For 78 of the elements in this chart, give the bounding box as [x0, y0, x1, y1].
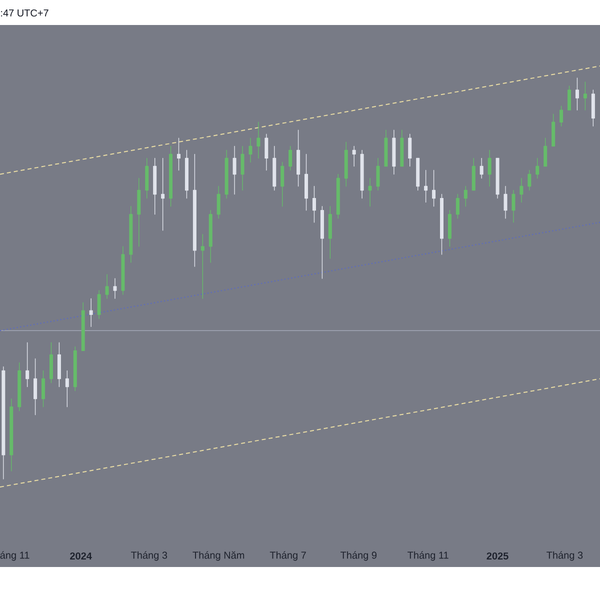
candlestick	[591, 90, 595, 126]
candlestick	[232, 146, 236, 195]
candlestick	[216, 186, 220, 219]
candlestick	[192, 154, 196, 267]
candlestick	[169, 146, 173, 207]
candlestick	[145, 158, 149, 199]
candlestick	[376, 158, 380, 191]
candlestick	[10, 398, 14, 472]
candlestick	[296, 130, 300, 187]
candlestick	[472, 158, 476, 191]
x-tick-label: Tháng 11	[408, 551, 448, 561]
x-tick-label: 2024	[70, 552, 92, 560]
chart-title: :47 UTC+7	[1, 9, 48, 17]
candlestick	[536, 158, 540, 179]
candlestick	[552, 114, 556, 147]
candlestick	[352, 146, 356, 167]
candlestick	[312, 186, 316, 223]
candlestick	[400, 130, 404, 167]
candlestick	[408, 134, 412, 167]
candlestick	[512, 190, 516, 223]
candlestick	[89, 298, 93, 327]
candlestick	[440, 194, 444, 255]
candlestick	[575, 78, 579, 110]
candlestick	[496, 158, 500, 199]
candlestick	[2, 366, 6, 480]
candlestick	[304, 154, 308, 211]
candlestick	[368, 178, 372, 207]
candlestick	[18, 362, 22, 412]
candlestick	[488, 150, 492, 187]
candlestick	[97, 290, 101, 319]
x-tick-label: Tháng 9	[340, 551, 377, 561]
candlestick	[129, 206, 133, 263]
candlestick	[544, 138, 548, 167]
candlestick	[448, 210, 452, 247]
x-tick-label: áng 11	[0, 551, 30, 561]
candlestick	[256, 122, 260, 159]
candlestick	[280, 162, 284, 207]
x-tick-label: Tháng 7	[270, 551, 306, 561]
candlestick	[113, 278, 117, 299]
candlestick	[34, 358, 38, 416]
candlestick	[73, 346, 77, 392]
candlestick	[264, 134, 268, 171]
candlestick	[328, 206, 332, 259]
candlestick	[248, 138, 252, 163]
candlestick	[416, 158, 420, 191]
candlestick	[208, 210, 212, 263]
candlestick	[288, 146, 292, 171]
x-tick-label: 2025	[486, 552, 508, 560]
candlestick	[568, 86, 572, 110]
candlestick	[121, 246, 125, 295]
x-tick-label: Tháng Năm	[192, 551, 244, 561]
candlestick	[224, 150, 228, 199]
candlestick	[272, 146, 276, 191]
candlestick	[153, 158, 157, 215]
candlestick	[81, 302, 85, 352]
candlestick	[560, 106, 564, 126]
candlestick	[504, 186, 508, 219]
candlestick	[480, 158, 484, 179]
candlestick	[384, 130, 388, 167]
candlestick	[583, 82, 587, 110]
candlestick	[520, 178, 524, 203]
candlestick	[57, 342, 61, 388]
candlestick	[344, 142, 348, 187]
candlestick	[240, 146, 244, 191]
candlestick	[392, 130, 396, 175]
candlestick	[320, 206, 324, 279]
candlestick	[49, 342, 53, 384]
candlestick	[42, 370, 46, 408]
candlestick	[464, 186, 468, 207]
candlestick	[184, 150, 188, 199]
candlestick	[528, 170, 532, 191]
x-tick-label: Tháng 3	[131, 551, 168, 561]
candlestick	[137, 178, 141, 247]
candlestick	[360, 150, 364, 199]
candlestick	[105, 274, 109, 299]
candlestick	[456, 194, 460, 219]
candlestick	[336, 174, 340, 219]
x-tick-label: Tháng 3	[546, 551, 583, 561]
